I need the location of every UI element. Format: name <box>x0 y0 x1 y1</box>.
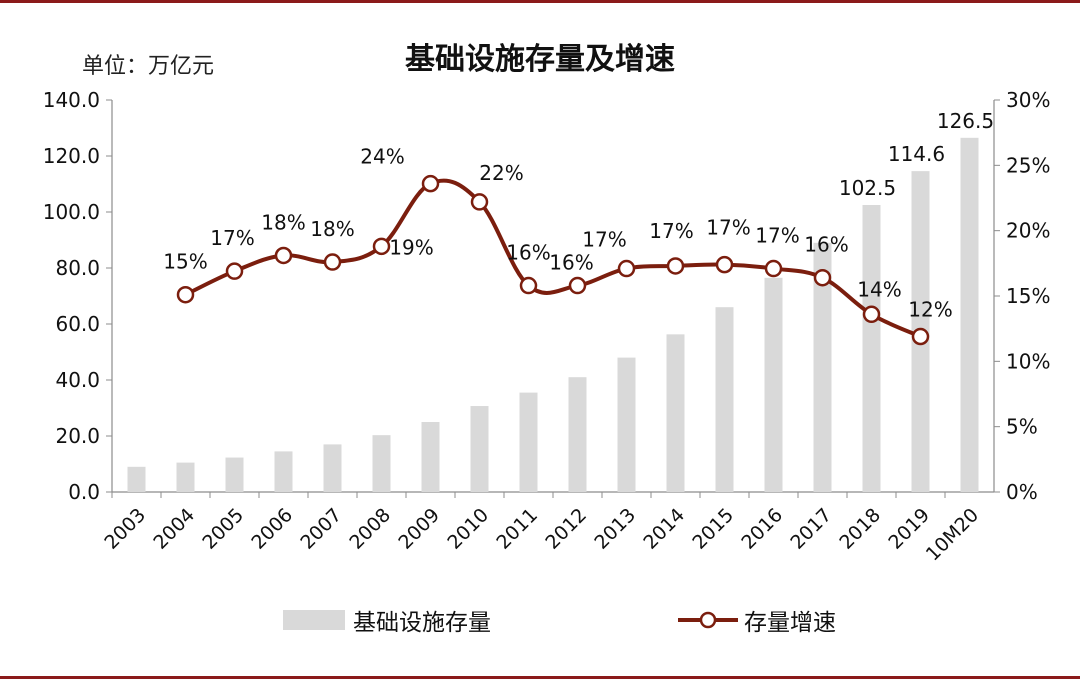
x-axis-tick-label: 2004 <box>149 504 199 554</box>
legend-item-bar: 基础设施存量 <box>283 600 491 640</box>
x-axis-tick-label: 2015 <box>688 504 738 554</box>
unit-label: 单位：万亿元 <box>82 54 215 79</box>
x-axis-tick-label: 2012 <box>541 504 591 554</box>
growth-data-label: 19% <box>389 235 433 259</box>
left-axis-tick-label: 100.0 <box>43 200 100 224</box>
growth-point-2014 <box>666 257 685 275</box>
bar-2018 <box>862 205 881 492</box>
growth-data-label: 16% <box>506 241 550 265</box>
bar-data-label: 126.5 <box>937 109 994 133</box>
bar-10M20 <box>960 137 979 493</box>
bar-2004 <box>176 462 195 492</box>
x-axis-tick-label: 2017 <box>786 504 836 554</box>
x-axis-tick-label: 2016 <box>737 504 787 554</box>
bar-2012 <box>568 377 587 492</box>
growth-data-label: 15% <box>163 250 207 274</box>
growth-data-label: 17% <box>649 219 693 243</box>
chart-title: 基础设施存量及增速 <box>405 42 675 77</box>
bar-2013 <box>617 357 636 492</box>
bar-2010 <box>470 406 489 492</box>
bar-2016 <box>764 277 783 492</box>
x-axis-tick-label: 2009 <box>394 504 444 554</box>
bar-data-label: 102.5 <box>839 176 896 200</box>
bar-2011 <box>519 392 538 492</box>
growth-point-2013 <box>617 259 636 278</box>
right-axis-tick-label: 30% <box>1006 88 1050 112</box>
x-axis-tick-label: 10M20 <box>922 504 983 565</box>
left-axis-tick-label: 80.0 <box>55 256 100 280</box>
growth-point-2007 <box>323 253 342 271</box>
growth-point-2010 <box>470 193 489 211</box>
x-axis-tick-label: 2007 <box>296 504 346 554</box>
bar-2008 <box>372 435 391 492</box>
growth-point-2006 <box>274 246 293 265</box>
x-axis-tick-label: 2003 <box>100 504 150 554</box>
left-axis-tick-label: 20.0 <box>55 424 100 448</box>
growth-point-2009 <box>421 174 440 193</box>
growth-data-label: 14% <box>857 277 901 301</box>
legend-line-swatch <box>678 611 738 629</box>
x-axis-tick-label: 2006 <box>247 504 297 554</box>
growth-data-label: 16% <box>549 251 593 275</box>
growth-data-label: 12% <box>908 298 952 322</box>
growth-data-label: 17% <box>706 216 750 240</box>
growth-point-2005 <box>225 262 244 280</box>
growth-data-label: 17% <box>210 226 254 250</box>
right-axis-tick-label: 20% <box>1006 219 1050 243</box>
growth-point-2011 <box>519 276 538 295</box>
growth-point-2004 <box>176 285 195 304</box>
top-border <box>0 0 1080 3</box>
legend-bar-label: 基础设施存量 <box>353 610 491 636</box>
growth-data-label: 24% <box>360 145 404 169</box>
legend-item-line: 存量增速 <box>678 600 836 640</box>
right-axis-tick-label: 5% <box>1006 415 1038 439</box>
growth-data-label: 18% <box>310 217 354 241</box>
growth-data-label: 18% <box>261 210 305 234</box>
bar-2009 <box>421 422 440 492</box>
x-axis-tick-label: 2011 <box>492 504 542 554</box>
growth-data-label: 22% <box>479 161 523 185</box>
growth-point-2016 <box>764 259 783 278</box>
growth-data-label: 16% <box>804 233 848 257</box>
x-axis-tick-label: 2005 <box>198 504 248 554</box>
left-axis-tick-label: 0.0 <box>68 480 100 504</box>
right-axis-tick-label: 0% <box>1006 480 1038 504</box>
growth-line <box>184 178 922 339</box>
x-axis-tick-label: 2014 <box>639 504 689 554</box>
right-axis-tick-label: 15% <box>1006 284 1050 308</box>
bar-2017 <box>813 242 832 492</box>
right-axis-tick-label: 25% <box>1006 153 1050 177</box>
growth-data-label: 17% <box>755 224 799 248</box>
growth-point-2015 <box>715 255 734 274</box>
bar-2014 <box>666 334 685 492</box>
bar-2007 <box>323 444 342 492</box>
legend-bar-swatch <box>283 610 345 630</box>
left-axis-tick-label: 140.0 <box>43 88 100 112</box>
chart-canvas: 0.0 20.0 40.0 60.0 80.0 100.0 120.0 140.0 0% 5% 10… <box>43 88 1051 565</box>
x-axis-tick-label: 2010 <box>443 504 493 554</box>
bar-2005 <box>225 457 244 492</box>
growth-point-2008 <box>372 237 391 256</box>
x-axis-tick-label: 2013 <box>590 504 640 554</box>
growth-point-2012 <box>568 276 587 295</box>
x-axis-tick-label: 2008 <box>345 504 395 554</box>
bar-data-label: 114.6 <box>888 142 945 166</box>
left-axis-tick-label: 60.0 <box>55 312 100 336</box>
left-axis-tick-label: 40.0 <box>55 368 100 392</box>
right-axis-tick-label: 10% <box>1006 349 1050 373</box>
bar-2006 <box>274 451 293 492</box>
x-axis-tick-label: 2018 <box>835 504 885 554</box>
bar-2015 <box>715 307 734 492</box>
legend-line-label: 存量增速 <box>744 610 836 636</box>
growth-point-2017 <box>813 268 832 287</box>
bottom-border <box>0 676 1080 679</box>
bar-2003 <box>127 466 146 492</box>
growth-point-2019 <box>911 327 930 346</box>
growth-data-label: 17% <box>582 228 626 252</box>
growth-point-2018 <box>862 305 881 324</box>
left-axis-tick-label: 120.0 <box>43 144 100 168</box>
